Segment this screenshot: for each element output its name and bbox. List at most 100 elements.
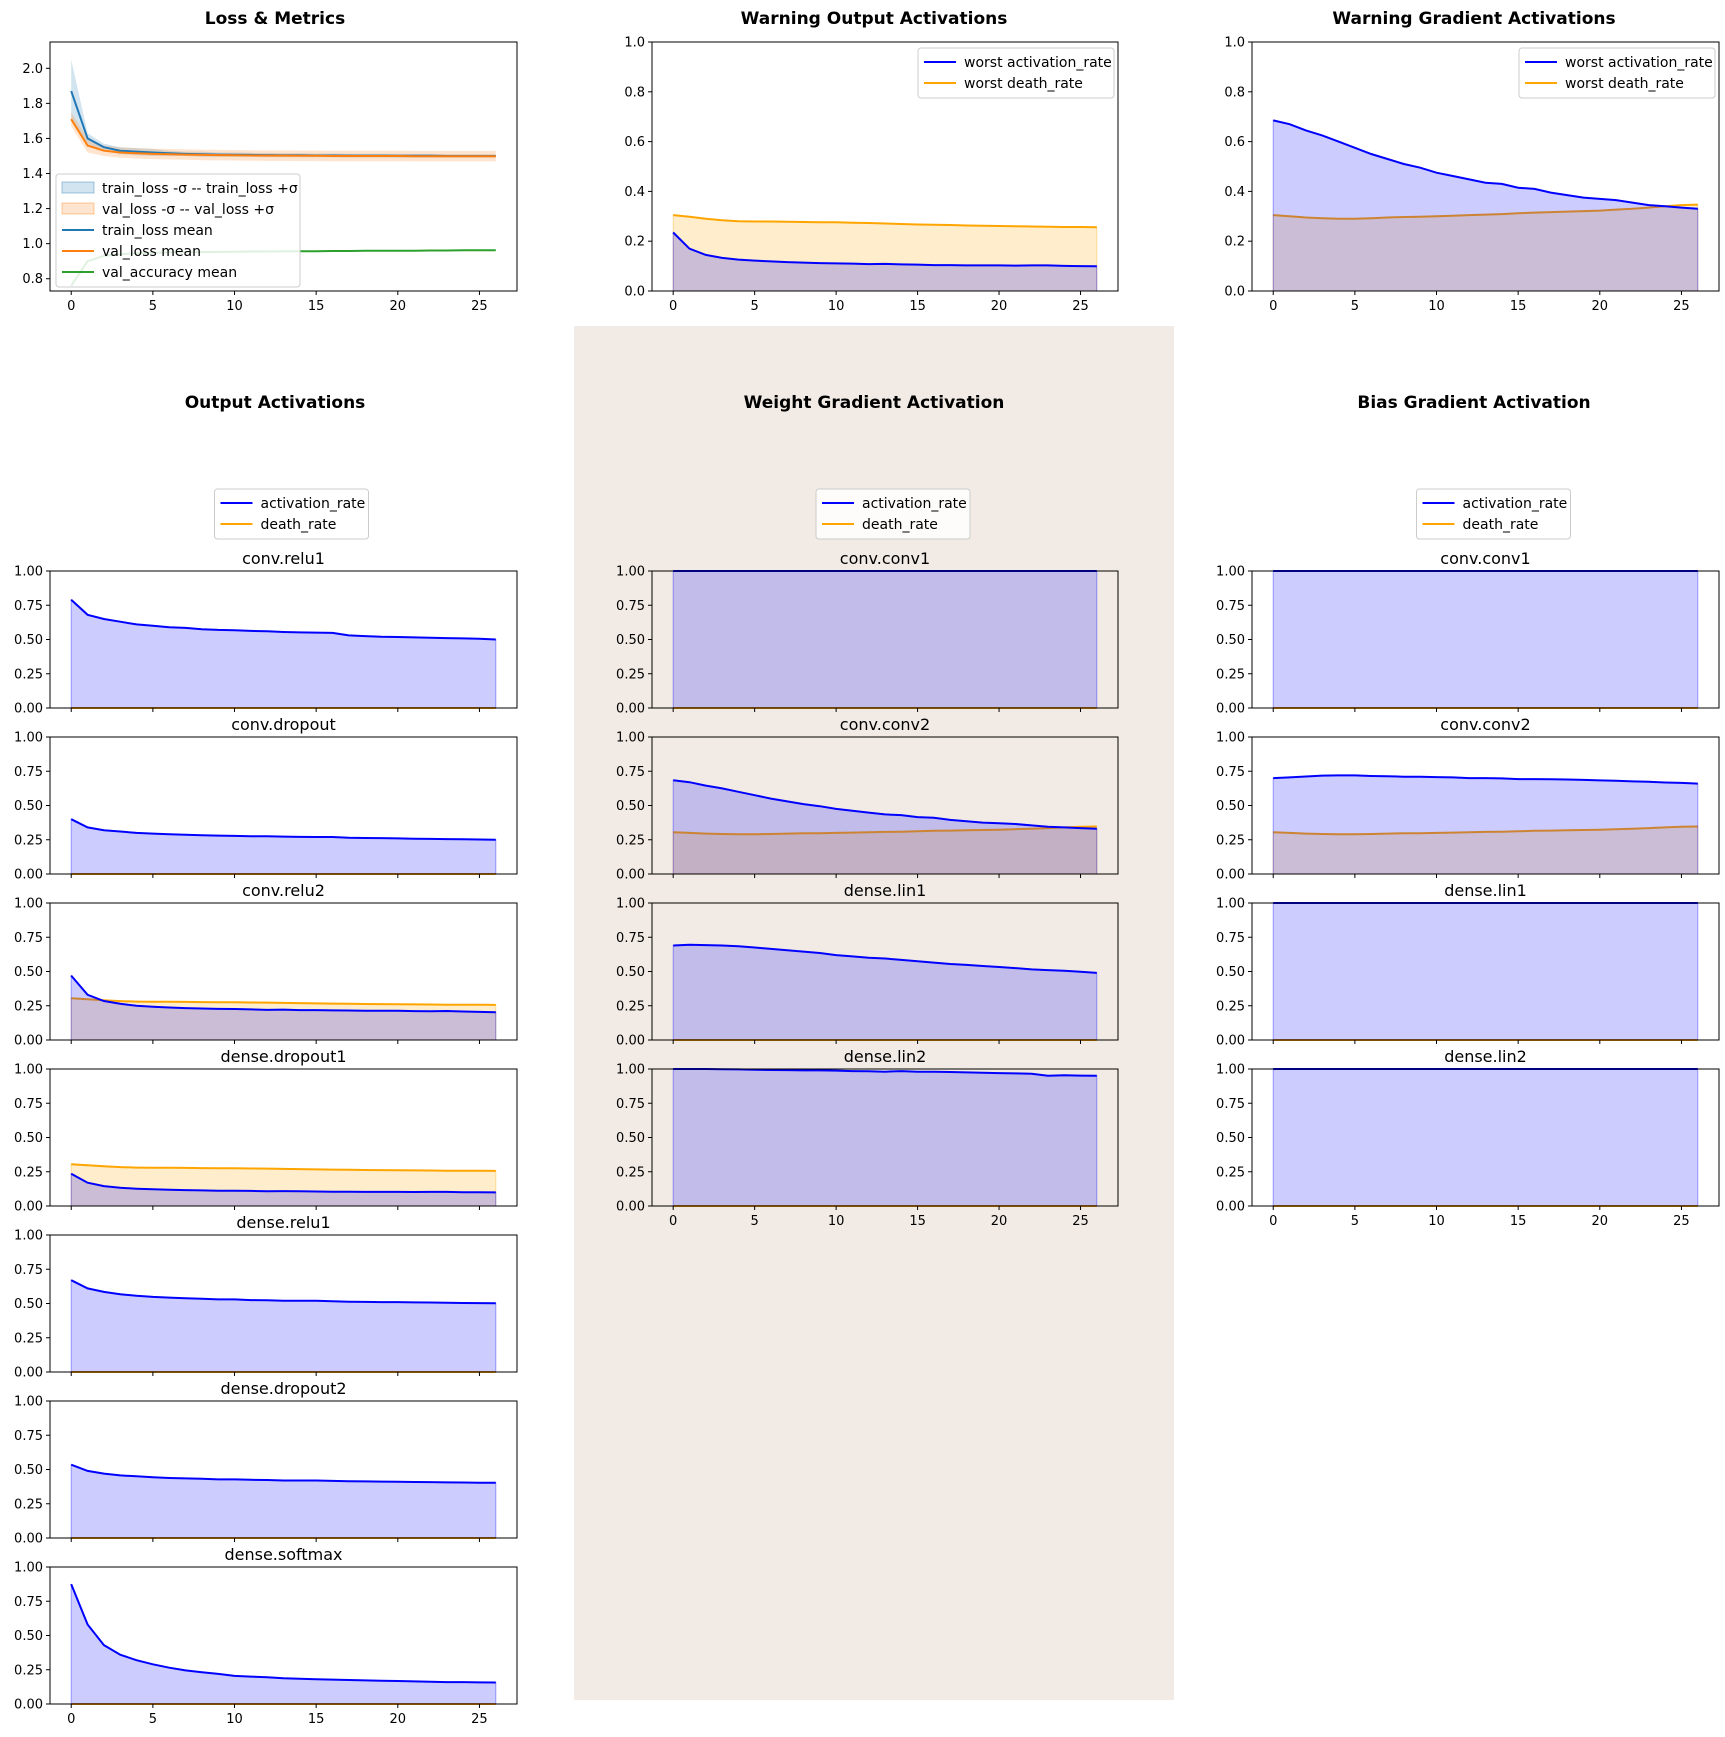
output_act-sub-5-title: dense.dropout2	[220, 1379, 346, 1398]
weight_grad-sub-3-xtick-label-3: 15	[909, 1214, 926, 1229]
bias_grad-sub-2-activation-area	[1272, 902, 1699, 1041]
output_act-sub-3-ytick-label-2: 0.50	[14, 1131, 43, 1146]
bias_grad-sub-3-ytick-label-0: 0.00	[1216, 1200, 1245, 1215]
output_act-sub-2-ytick-label-0: 0.00	[14, 1034, 43, 1049]
bias_grad-sub-0-ytick-label-4: 1.00	[1216, 565, 1245, 580]
bias_grad-sub-1-activation-area	[1272, 774, 1699, 875]
warn_out-xtick-label-0: 0	[669, 299, 677, 314]
warn_grad-xtick-label-0: 0	[1269, 299, 1277, 314]
bias_grad-sub-3-ytick-label-2: 0.50	[1216, 1131, 1245, 1146]
weight_grad-sub-3-xtick-label-4: 20	[991, 1214, 1008, 1229]
bias_grad-sub-3-ytick-label-1: 0.25	[1216, 1165, 1245, 1180]
bias_grad-sub-1-activation-line	[1273, 774, 1698, 785]
bias_grad-sub-2-ytick-label-0: 0.00	[1216, 1034, 1245, 1049]
warn_grad-death-line	[1273, 203, 1698, 220]
loss-ytick-label-1: 1.0	[22, 237, 43, 252]
output_act-legend-label-0: activation_rate	[261, 496, 366, 512]
weight_grad-sub-2-title: dense.lin1	[844, 881, 927, 900]
warn_grad-xtick-label-4: 20	[1592, 299, 1609, 314]
weight_grad-sub-0-ytick-label-2: 0.50	[616, 633, 645, 648]
output_act-sub-6-xtick-label-2: 10	[226, 1712, 243, 1727]
loss-legend-patch-0	[61, 181, 95, 194]
weight_grad-legend-box	[815, 488, 971, 540]
warn_out-ytick-label-2: 0.4	[624, 185, 645, 200]
weight_grad-sub-2-activation-line	[673, 943, 1097, 974]
warn_out-xtick-label-2: 10	[828, 299, 845, 314]
weight_grad-sub-3-ytick-label-1: 0.25	[616, 1165, 645, 1180]
loss-ytick-label-4: 1.6	[22, 132, 43, 147]
weight-gradient-title: Weight Gradient Activation	[744, 393, 1005, 413]
bias_grad-sub-2-ytick-label-3: 0.75	[1216, 931, 1245, 946]
warn_out-xtick-label-1: 5	[751, 299, 759, 314]
bias_grad-sub-1-axes: conv.conv2 0.00 0.25 0.50 0.75 1.00	[1216, 715, 1720, 883]
weight-gradient-panel-background	[574, 326, 1174, 1700]
loss-xtick-label-5: 25	[471, 299, 488, 314]
output_act-sub-0-activation-area	[70, 598, 497, 709]
bias_grad-sub-0-activation-area	[1272, 570, 1699, 709]
output_act-sub-3-ytick-label-0: 0.00	[14, 1200, 43, 1215]
output_act-sub-4-ytick-label-3: 0.75	[14, 1263, 43, 1278]
output_act-sub-6-xtick-label-3: 15	[308, 1712, 325, 1727]
weight_grad-legend-label-0: activation_rate	[862, 496, 967, 512]
output_act-sub-4-ytick-label-1: 0.25	[14, 1331, 43, 1346]
bias-gradient-title: Bias Gradient Activation	[1357, 393, 1590, 413]
output_act-sub-1-activation-area	[70, 818, 497, 875]
loss-ytick-label-3: 1.4	[22, 167, 43, 182]
warn_grad-ytick-label-1: 0.2	[1224, 235, 1245, 250]
bias_grad-sub-3-xtick-label-3: 15	[1510, 1214, 1527, 1229]
output_act-sub-3-axes: dense.dropout1 0.00 0.25 0.50 0.75 1.00	[14, 1047, 518, 1215]
weight_grad-sub-0-title: conv.conv1	[840, 549, 930, 568]
warn_out-ytick-label-5: 1.0	[624, 36, 645, 51]
output_act-sub-2-death-line	[71, 997, 496, 1006]
loss-xtick-label-1: 5	[149, 299, 157, 314]
output_act-sub-4-title: dense.relu1	[236, 1213, 330, 1232]
output-activations-title: Output Activations	[185, 393, 366, 413]
warn_grad-legend-box	[1518, 47, 1716, 99]
warn_grad-legend-label-0: worst activation_rate	[1565, 55, 1713, 71]
warn_out-death-line	[673, 214, 1097, 229]
weight_grad-sub-3-ytick-label-3: 0.75	[616, 1097, 645, 1112]
output_act-sub-2-ytick-label-2: 0.50	[14, 965, 43, 980]
bias_grad-sub-1-ytick-label-4: 1.00	[1216, 731, 1245, 746]
bias_grad-sub-3-activation-area	[1272, 1068, 1699, 1207]
output_act-sub-6-xtick-label-0: 0	[67, 1712, 75, 1727]
loss-legend-label-2: train_loss mean	[102, 223, 213, 239]
weight_grad-sub-0-ytick-label-4: 1.00	[616, 565, 645, 580]
bias_grad-sub-0-ytick-label-0: 0.00	[1216, 702, 1245, 717]
output_act-sub-3-ytick-label-3: 0.75	[14, 1097, 43, 1112]
bias_grad-sub-0-ytick-label-3: 0.75	[1216, 599, 1245, 614]
weight_grad-sub-1-ytick-label-1: 0.25	[616, 833, 645, 848]
warn_grad-xtick-label-2: 10	[1428, 299, 1445, 314]
output_act-sub-5-ytick-label-3: 0.75	[14, 1429, 43, 1444]
weight_grad-legend-label-1: death_rate	[862, 517, 938, 533]
loss-frame	[49, 41, 518, 292]
output_act-sub-0-ytick-label-4: 1.00	[14, 565, 43, 580]
output_act-sub-4-ytick-label-4: 1.00	[14, 1229, 43, 1244]
output_act-sub-5-ytick-label-2: 0.50	[14, 1463, 43, 1478]
output_act-sub-4-axes: dense.relu1 0.00 0.25 0.50 0.75 1.00	[14, 1213, 518, 1381]
weight_grad-sub-2-ytick-label-1: 0.25	[616, 999, 645, 1014]
bias_grad-sub-1-ytick-label-1: 0.25	[1216, 833, 1245, 848]
warn_grad-legend-label-1: worst death_rate	[1565, 76, 1684, 92]
output_act-sub-0-ytick-label-3: 0.75	[14, 599, 43, 614]
output_act-sub-0-axes: conv.relu1 0.00 0.25 0.50 0.75 1.00	[14, 549, 518, 717]
warn_out-ytick-label-1: 0.2	[624, 235, 645, 250]
warn_out-frame	[651, 41, 1119, 292]
output_act-sub-1-ytick-label-3: 0.75	[14, 765, 43, 780]
weight_grad-sub-3-ytick-label-0: 0.00	[616, 1200, 645, 1215]
bias_grad-sub-2-title: dense.lin1	[1444, 881, 1527, 900]
weight_grad-sub-0-ytick-label-1: 0.25	[616, 667, 645, 682]
warn_out-legend-label-1: worst death_rate	[964, 76, 1083, 92]
warn_out-legend-label-0: worst activation_rate	[964, 55, 1112, 71]
weight_grad-sub-1-ytick-label-3: 0.75	[616, 765, 645, 780]
output_act-sub-6-ytick-label-4: 1.00	[14, 1561, 43, 1576]
warn_out-ytick-label-4: 0.8	[624, 85, 645, 100]
bias_grad-sub-3-xtick-label-2: 10	[1428, 1214, 1445, 1229]
output_act-sub-2-ytick-label-3: 0.75	[14, 931, 43, 946]
loss-xtick-label-0: 0	[67, 299, 75, 314]
warn_grad-ytick-label-4: 0.8	[1224, 85, 1245, 100]
output_act-sub-3-title: dense.dropout1	[220, 1047, 346, 1066]
weight_grad-sub-2-ytick-label-3: 0.75	[616, 931, 645, 946]
warn_grad-ytick-label-5: 1.0	[1224, 36, 1245, 51]
bias_grad-sub-0-axes: conv.conv1 0.00 0.25 0.50 0.75 1.00	[1216, 549, 1720, 717]
